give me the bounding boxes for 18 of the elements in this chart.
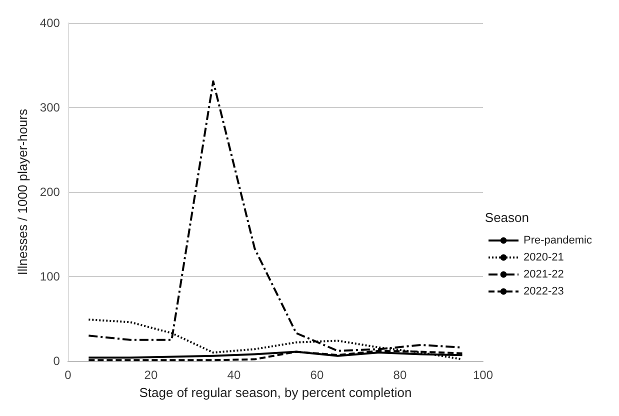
x-axis-title: Stage of regular season, by percent completion bbox=[139, 385, 412, 400]
y-tick-label: 400 bbox=[40, 16, 60, 30]
y-tick-label: 0 bbox=[53, 354, 60, 368]
x-tick-label: 100 bbox=[472, 368, 494, 382]
y-tick-label: 100 bbox=[40, 270, 60, 284]
legend-label: Pre-pandemic bbox=[524, 234, 592, 246]
x-tick-label: 80 bbox=[393, 368, 407, 382]
x-tick-label: 40 bbox=[227, 368, 241, 382]
x-tick-label: 20 bbox=[144, 368, 158, 382]
x-tick-label: 60 bbox=[310, 368, 324, 382]
x-tick-label: 0 bbox=[64, 368, 72, 382]
y-tick-label: 300 bbox=[40, 100, 60, 114]
legend-label: 2020-21 bbox=[524, 252, 564, 264]
legend-title: Season bbox=[484, 210, 530, 225]
legend-label: 2021-22 bbox=[524, 268, 564, 280]
legend-label: 2022-23 bbox=[524, 286, 564, 298]
y-tick-label: 200 bbox=[40, 185, 60, 199]
y-axis-title: Illnesses / 1000 player-hours bbox=[15, 108, 30, 276]
